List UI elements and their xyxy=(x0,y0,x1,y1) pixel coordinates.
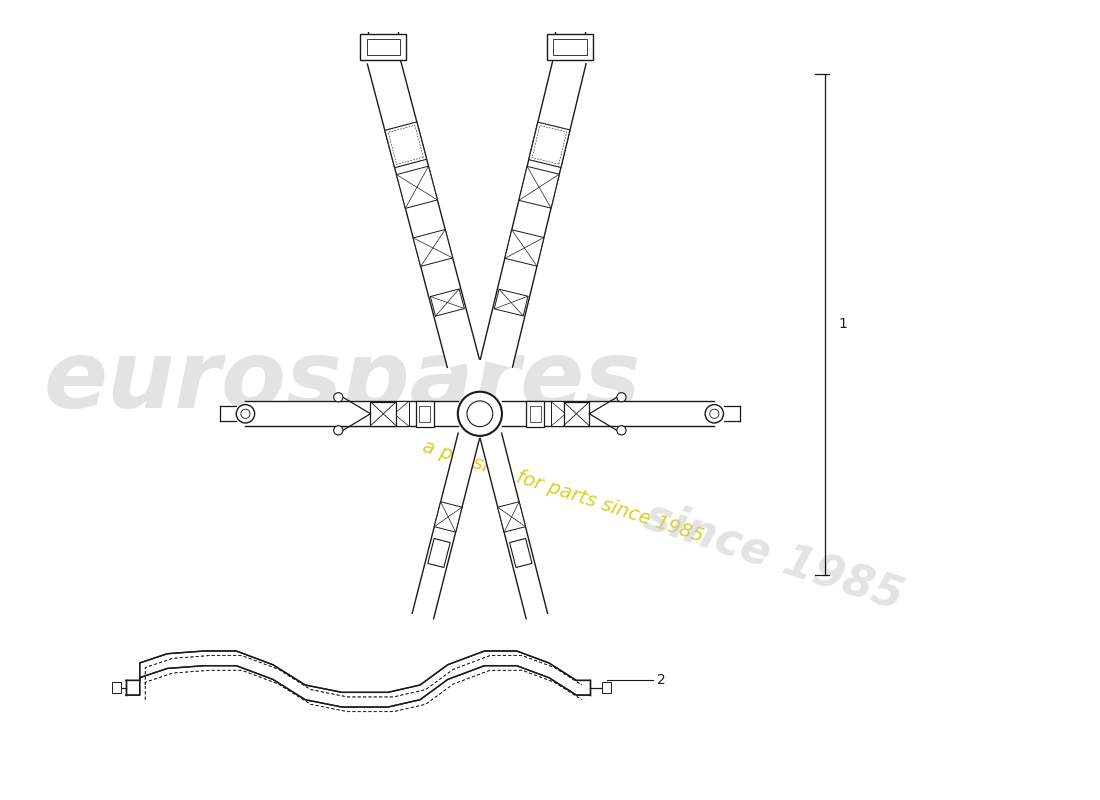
Text: eurospares: eurospares xyxy=(43,336,640,428)
Polygon shape xyxy=(245,402,458,426)
Text: 2: 2 xyxy=(658,674,667,687)
Circle shape xyxy=(710,409,719,418)
Polygon shape xyxy=(509,538,532,567)
Polygon shape xyxy=(556,18,585,34)
Text: a passion for parts since 1985: a passion for parts since 1985 xyxy=(419,438,705,546)
Polygon shape xyxy=(385,122,427,168)
Polygon shape xyxy=(497,502,526,532)
Polygon shape xyxy=(481,56,586,367)
Bar xyxy=(602,682,612,694)
Polygon shape xyxy=(494,290,528,316)
Bar xyxy=(419,406,430,422)
Circle shape xyxy=(705,405,724,423)
Polygon shape xyxy=(505,230,543,266)
Polygon shape xyxy=(434,502,462,532)
Bar xyxy=(371,402,396,426)
Bar xyxy=(526,401,544,426)
Circle shape xyxy=(236,405,254,423)
Circle shape xyxy=(333,426,343,435)
Bar xyxy=(563,402,590,426)
Polygon shape xyxy=(125,651,591,707)
Circle shape xyxy=(617,393,626,402)
Bar xyxy=(553,38,586,55)
Polygon shape xyxy=(428,538,450,567)
Bar xyxy=(529,406,540,422)
Polygon shape xyxy=(412,433,480,618)
Circle shape xyxy=(241,409,250,418)
Polygon shape xyxy=(368,18,398,34)
Circle shape xyxy=(617,426,626,435)
Bar xyxy=(416,401,433,426)
Text: since 1985: since 1985 xyxy=(639,494,909,618)
Text: 1: 1 xyxy=(838,317,847,331)
Bar xyxy=(370,5,397,18)
Circle shape xyxy=(468,401,493,426)
Bar xyxy=(556,5,584,18)
Circle shape xyxy=(333,393,343,402)
Polygon shape xyxy=(481,433,548,618)
Polygon shape xyxy=(551,402,581,426)
Polygon shape xyxy=(414,230,453,266)
Bar xyxy=(112,682,121,694)
Polygon shape xyxy=(430,289,464,316)
Polygon shape xyxy=(367,56,480,367)
Polygon shape xyxy=(502,402,714,426)
Polygon shape xyxy=(379,402,409,426)
Polygon shape xyxy=(396,166,438,208)
Polygon shape xyxy=(529,122,570,167)
Polygon shape xyxy=(519,166,559,208)
Bar xyxy=(361,34,406,60)
Circle shape xyxy=(458,392,502,436)
Bar xyxy=(547,34,593,60)
Bar xyxy=(366,38,400,55)
